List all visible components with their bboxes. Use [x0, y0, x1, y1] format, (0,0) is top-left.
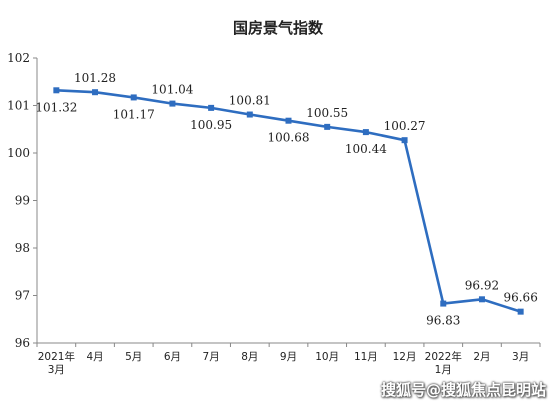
data-point [440, 300, 447, 307]
data-label: 101.17 [113, 107, 155, 121]
data-point [130, 94, 137, 101]
x-tick-label: 2月 [473, 351, 490, 363]
data-point [92, 89, 99, 96]
x-tick-label: 8月 [241, 351, 258, 363]
data-label: 96.66 [503, 291, 537, 305]
x-tick-label: 7月 [203, 351, 220, 363]
data-point [401, 137, 408, 144]
data-point [324, 123, 331, 130]
y-tick-label: 99 [15, 194, 30, 208]
data-point [285, 117, 292, 124]
y-tick-label: 100 [7, 146, 30, 160]
data-label: 96.92 [465, 278, 499, 292]
y-tick-label: 98 [15, 241, 30, 255]
x-tick-label: 2022年 [425, 350, 462, 363]
watermark: 搜狐号@搜狐焦点昆明站 [380, 381, 546, 399]
data-label: 100.81 [229, 94, 271, 108]
data-label: 101.28 [74, 71, 116, 85]
x-tick-label: 5月 [125, 351, 142, 363]
data-label: 101.32 [35, 100, 77, 114]
x-tick-label: 10月 [315, 351, 339, 363]
y-tick-label: 102 [7, 51, 30, 65]
x-tick-label: 12月 [393, 351, 417, 363]
data-label: 100.55 [306, 106, 348, 120]
data-point [208, 104, 215, 111]
x-tick-label: 6月 [164, 351, 181, 363]
x-tick-label: 3月 [512, 351, 529, 363]
data-label: 100.44 [345, 142, 387, 156]
y-tick-label: 101 [7, 99, 30, 113]
data-label: 100.27 [384, 119, 426, 133]
data-point [517, 308, 524, 315]
data-point [362, 129, 369, 136]
chart-title: 国房景气指数 [233, 19, 324, 37]
x-tick-label: 2021年 [38, 350, 75, 363]
y-tick-label: 96 [15, 336, 30, 350]
data-label: 100.95 [190, 118, 232, 132]
data-label: 96.83 [426, 314, 460, 328]
data-point [169, 100, 176, 107]
data-label: 100.68 [268, 131, 310, 145]
data-point [478, 296, 485, 303]
x-tick-label: 3月 [48, 364, 65, 376]
data-labels: 101.32 101.28 101.17 101.04 100.95 100.81 100.… [35, 71, 537, 327]
data-label: 101.04 [151, 83, 193, 97]
series-layer [53, 87, 524, 315]
x-tick-label: 4月 [86, 351, 103, 363]
y-tick-label: 97 [15, 289, 30, 303]
x-tick-label: 11月 [354, 351, 378, 363]
x-tick-label: 9月 [280, 351, 297, 363]
data-point [53, 87, 60, 94]
data-point [246, 111, 253, 118]
x-tick-label: 1月 [435, 364, 452, 376]
